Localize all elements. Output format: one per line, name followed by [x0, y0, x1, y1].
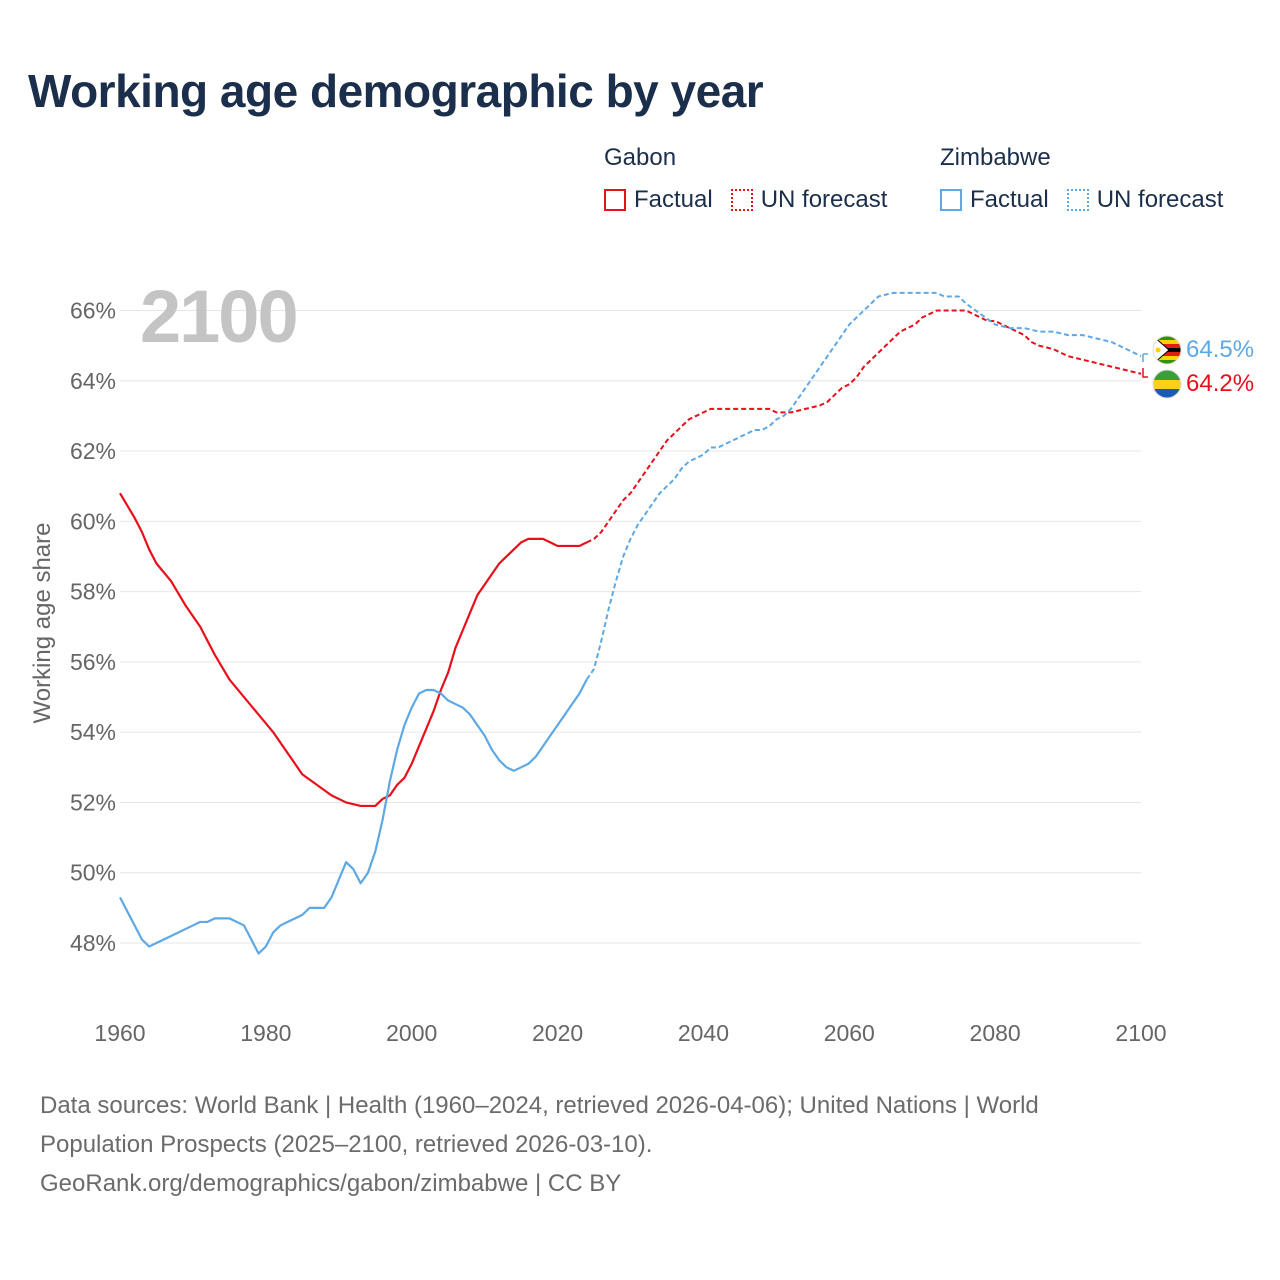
- footer-sources: Data sources: World Bank | Health (1960–…: [40, 1086, 1220, 1203]
- gabon-label-connector: [1142, 368, 1148, 378]
- legend-gabon: Gabon Factual UN forecast: [604, 144, 905, 214]
- y-tick-label: 50%: [70, 860, 116, 886]
- gabon-forecast-line[interactable]: [586, 309, 1142, 544]
- x-tick-label: 2060: [824, 1020, 875, 1046]
- grid-lines: [120, 310, 1141, 944]
- legend-zimbabwe-name: Zimbabwe: [940, 144, 1051, 171]
- legend-gabon-forecast-swatch: [730, 189, 753, 211]
- chart-title: Working age demographic by year: [28, 65, 764, 117]
- footer-line-2: Population Prospects (2025–2100, retriev…: [40, 1131, 653, 1158]
- footer-line-1: Data sources: World Bank | Health (1960–…: [40, 1092, 1039, 1119]
- gabon-factual-line[interactable]: [119, 492, 588, 808]
- x-tick-label: 1980: [240, 1020, 291, 1046]
- legend-gabon-factual-swatch: [604, 189, 626, 211]
- footer-line-3[interactable]: GeoRank.org/demographics/gabon/zimbabwe …: [40, 1170, 622, 1197]
- zimbabwe-flag-icon: [1153, 336, 1181, 364]
- legend-gabon-name: Gabon: [604, 144, 677, 171]
- y-axis-label: Working age share: [29, 523, 56, 724]
- legend-gabon-forecast-label: UN forecast: [760, 186, 888, 213]
- line-chart: 48% 50% 52% 54% 56% 58% 60% 62% 64% 66% 1960 1980 2…: [29, 275, 1254, 1046]
- y-tick-label: 52%: [70, 789, 116, 815]
- y-tick-label: 58%: [70, 579, 116, 605]
- gabon-end-label: 64.2%: [1186, 370, 1254, 397]
- zimbabwe-label-connector: [1142, 353, 1148, 362]
- legend-zimbabwe-forecast-swatch: [1066, 189, 1089, 211]
- legend-zimbabwe-factual[interactable]: Factual: [940, 186, 1049, 214]
- gabon-flag-icon: [1153, 370, 1181, 398]
- x-tick-label: 2000: [386, 1020, 437, 1046]
- x-tick-label: 2100: [1115, 1020, 1166, 1046]
- legend-zimbabwe: Zimbabwe Factual UN forecast: [940, 144, 1241, 214]
- x-tick-label: 2080: [970, 1020, 1021, 1046]
- x-tick-label: 2020: [532, 1020, 583, 1046]
- y-tick-label: 54%: [70, 719, 116, 745]
- year-badge: 2100: [140, 275, 297, 358]
- y-tick-label: 62%: [70, 438, 116, 464]
- y-tick-label: 60%: [70, 508, 116, 534]
- legend-zimbabwe-forecast-label: UN forecast: [1096, 186, 1224, 213]
- series-group: [119, 291, 1142, 955]
- legend-zimbabwe-factual-swatch: [940, 189, 962, 211]
- zimbabwe-flag-border: [1152, 335, 1182, 365]
- y-axis-ticks: 48% 50% 52% 54% 56% 58% 60% 62% 64% 66%: [70, 298, 116, 957]
- y-tick-label: 64%: [70, 368, 116, 394]
- y-tick-label: 48%: [70, 930, 116, 956]
- zimbabwe-factual-line[interactable]: [119, 678, 588, 955]
- legend-gabon-factual[interactable]: Factual: [604, 186, 713, 214]
- y-tick-label: 56%: [70, 649, 116, 675]
- zimbabwe-end-label: 64.5%: [1186, 336, 1254, 363]
- x-tick-label: 1960: [94, 1020, 145, 1046]
- gabon-flag-border: [1152, 369, 1182, 399]
- legend-zimbabwe-forecast[interactable]: UN forecast: [1066, 186, 1224, 214]
- x-tick-label: 2040: [678, 1020, 729, 1046]
- legend-gabon-forecast[interactable]: UN forecast: [730, 186, 888, 214]
- zimbabwe-forecast-line[interactable]: [585, 291, 1142, 681]
- y-tick-label: 66%: [70, 298, 116, 324]
- x-axis-ticks: 1960 1980 2000 2020 2040 2060 2080 2100: [94, 1020, 1166, 1046]
- legend-gabon-factual-label: Factual: [634, 186, 713, 213]
- legend-zimbabwe-factual-label: Factual: [970, 186, 1049, 213]
